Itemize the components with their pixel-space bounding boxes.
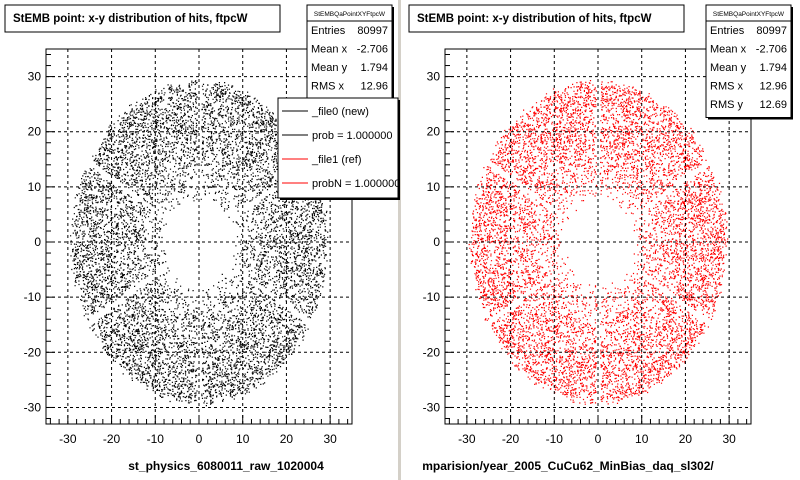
y-tick-label: 30: [28, 70, 42, 84]
legend-label: _file0 (new): [311, 106, 369, 118]
stats-label: Mean x: [710, 44, 747, 56]
title-box: [408, 4, 685, 33]
stats-label: RMS x: [710, 81, 744, 93]
stats-header: StEMBQaPointXYFtpcW: [713, 11, 785, 18]
stats-label: RMS y: [710, 99, 744, 111]
scatter-points: [70, 80, 329, 407]
stats-label: Entries: [710, 25, 745, 37]
chart-title: StEMB point: x-y distribution of hits, f…: [13, 13, 248, 25]
stats-value: -2.706: [756, 44, 787, 56]
x-tick-label: 30: [323, 432, 337, 446]
stats-value: 12.96: [759, 81, 787, 93]
y-tick-label: 30: [427, 70, 441, 84]
chart-panel-1: -30 -20 -10 0 10 20 30 -30 -20 -10 0 10 20 30 st_physi…: [4, 4, 400, 473]
y-tick-label: -10: [24, 290, 42, 304]
y-tick-label: -30: [24, 400, 42, 414]
y-tick-label: 20: [427, 125, 441, 139]
legend-label: probN = 1.000000: [312, 178, 400, 190]
x-tick-label: -10: [147, 432, 165, 446]
y-tick-label: 10: [28, 180, 42, 194]
x-tick-label: -20: [103, 432, 121, 446]
stats-value: 1.794: [360, 62, 388, 74]
y-tick-label: 20: [28, 125, 42, 139]
scatter-points: [468, 80, 729, 405]
x-tick-label: 0: [196, 432, 203, 446]
stats-value: 12.96: [360, 81, 388, 93]
stats-label: RMS x: [311, 81, 345, 93]
y-tick-label: 0: [34, 235, 41, 249]
x-tick-label: 30: [722, 432, 736, 446]
x-tick-label: 0: [595, 432, 602, 446]
legend: _file0 (new) prob = 1.000000 _file1 (ref) p…: [282, 106, 400, 190]
x-tick-label: 20: [679, 432, 693, 446]
stats-label: Mean y: [710, 62, 747, 74]
stats-value: 1.794: [759, 62, 787, 74]
y-tick-label: -10: [423, 290, 441, 304]
stats-header: StEMBQaPointXYFtpcW: [314, 11, 386, 18]
x-tick-label: -30: [458, 432, 476, 446]
stats-value: 80997: [756, 25, 787, 37]
stats-value: 80997: [357, 25, 388, 37]
stats-label: Mean y: [311, 62, 348, 74]
y-tick-label: -30: [423, 400, 441, 414]
legend-box: [277, 97, 399, 199]
stats-box: [705, 4, 792, 118]
legend-label: prob = 1.000000: [312, 130, 392, 142]
title-box: [4, 4, 281, 33]
legend-label: _file1 (ref): [311, 154, 362, 166]
chart-title: StEMB point: x-y distribution of hits, f…: [417, 13, 652, 25]
x-tick-label: -10: [546, 432, 564, 446]
chart-panel-2: -30 -20 -10 0 10 20 30 -30 -20 -10 0 10 20 30 mparisio…: [408, 4, 793, 473]
x-tick-label: 10: [236, 432, 250, 446]
y-tick-label: 10: [427, 180, 441, 194]
stats-value: 12.69: [759, 99, 787, 111]
y-tick-label: -20: [423, 345, 441, 359]
y-tick-label: -20: [24, 345, 42, 359]
x-tick-label: 20: [280, 432, 294, 446]
stats-label: Mean x: [311, 44, 348, 56]
x-tick-label: -30: [59, 432, 77, 446]
x-tick-label: -20: [502, 432, 520, 446]
y-tick-label: 0: [433, 235, 440, 249]
x-axis-label: mparision/year_2005_CuCu62_MinBias_daq_s…: [422, 459, 714, 473]
x-axis-label: st_physics_6080011_raw_1020004: [128, 459, 324, 473]
x-tick-label: 10: [635, 432, 649, 446]
stats-label: Entries: [311, 25, 346, 37]
stats-value: -2.706: [357, 44, 388, 56]
